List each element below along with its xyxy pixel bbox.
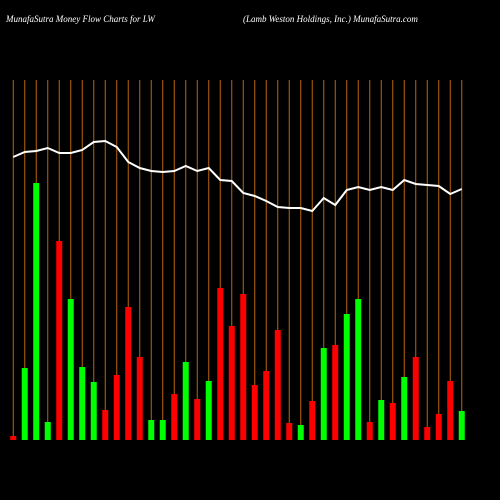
chart-title: MunafaSutra Money Flow Charts for LW (5, 14, 156, 24)
bar (44, 422, 51, 440)
bar (10, 436, 17, 440)
bar (102, 410, 109, 440)
bar (136, 357, 143, 440)
bar (447, 381, 454, 440)
bar (205, 381, 212, 440)
bar (263, 371, 270, 440)
bar (412, 357, 419, 440)
bar (389, 403, 396, 440)
bar (33, 183, 40, 440)
bar (251, 385, 258, 440)
bar (274, 330, 281, 440)
bar (90, 382, 97, 440)
bar (171, 394, 178, 440)
bar (182, 362, 189, 440)
bar (297, 425, 304, 440)
bar (56, 241, 63, 440)
bar (286, 423, 293, 440)
bar (240, 294, 247, 440)
bar (435, 414, 442, 440)
bar (228, 326, 235, 440)
bar (113, 375, 120, 440)
bar (355, 299, 362, 440)
bar (217, 288, 224, 440)
bar (194, 399, 201, 440)
bar (378, 400, 385, 440)
bar (79, 367, 86, 440)
money-flow-line (12, 139, 463, 213)
bar (458, 411, 465, 440)
bar (21, 368, 28, 440)
bar (401, 377, 408, 440)
bar (332, 345, 339, 440)
bar (320, 348, 327, 440)
bar (366, 422, 373, 440)
bar (148, 420, 155, 440)
bar (343, 314, 350, 440)
bar (67, 299, 74, 440)
chart-subtitle: (Lamb Weston Holdings, Inc.) MunafaSutra… (243, 14, 418, 24)
bar (424, 427, 431, 440)
bar (309, 401, 316, 440)
bar (125, 307, 132, 440)
bar (159, 420, 166, 440)
